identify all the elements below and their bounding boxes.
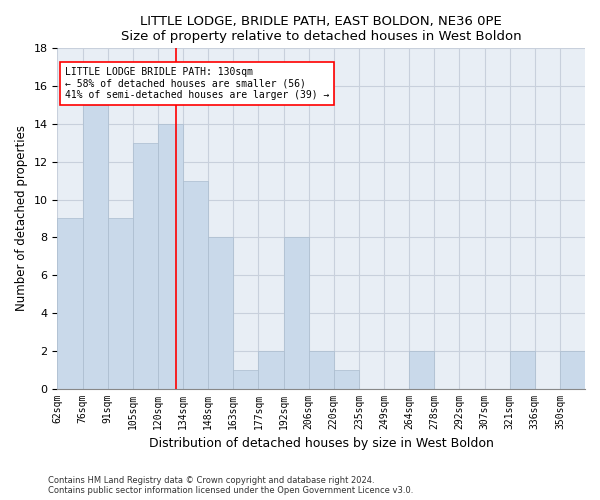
Y-axis label: Number of detached properties: Number of detached properties [15,126,28,312]
Bar [509,351,535,389]
Bar [58,218,83,388]
X-axis label: Distribution of detached houses by size in West Boldon: Distribution of detached houses by size … [149,437,494,450]
Bar [158,124,183,388]
Title: LITTLE LODGE, BRIDLE PATH, EAST BOLDON, NE36 0PE
Size of property relative to de: LITTLE LODGE, BRIDLE PATH, EAST BOLDON, … [121,15,521,43]
Bar [308,351,334,389]
Bar [208,238,233,388]
Bar [334,370,359,388]
Bar [233,370,259,388]
Text: LITTLE LODGE BRIDLE PATH: 130sqm
← 58% of detached houses are smaller (56)
41% o: LITTLE LODGE BRIDLE PATH: 130sqm ← 58% o… [65,67,329,100]
Bar [560,351,585,389]
Bar [284,238,308,388]
Bar [133,143,158,388]
Bar [409,351,434,389]
Bar [259,351,284,389]
Bar [107,218,133,388]
Text: Contains HM Land Registry data © Crown copyright and database right 2024.
Contai: Contains HM Land Registry data © Crown c… [48,476,413,495]
Bar [183,180,208,388]
Bar [83,105,107,389]
